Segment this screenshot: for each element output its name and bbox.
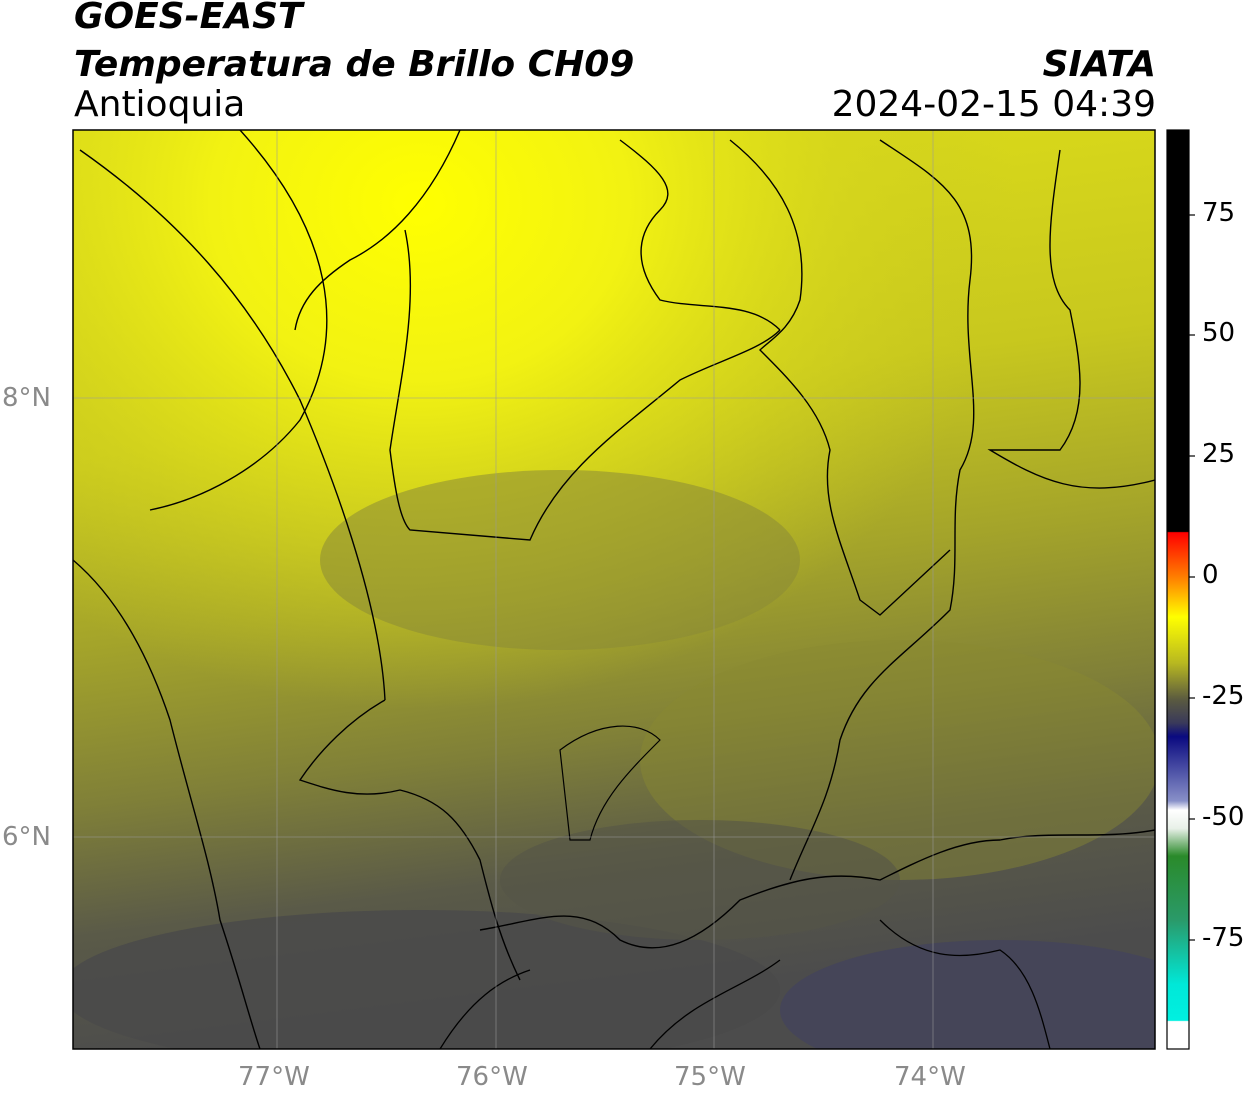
lon-label-75w: 75°W [674,1062,746,1092]
satellite-title: GOES-EAST [74,0,303,37]
region-label: Antioquia [74,84,246,125]
organization-label: SIATA [1042,44,1156,85]
product-title: Temperatura de Brillo CH09 [74,44,635,85]
colorbar [1166,129,1190,1050]
lon-label-77w: 77°W [238,1062,310,1092]
colorbar-label-neg75: -75 [1202,923,1245,953]
lat-label-8n: 8°N [2,383,51,413]
lon-label-74w: 74°W [894,1062,966,1092]
colorbar-label-0: 0 [1202,560,1219,590]
map-frame [72,129,1156,1050]
colorbar-label-25: 25 [1202,439,1236,469]
colorbar-label-neg25: -25 [1202,681,1245,711]
lat-label-6n: 6°N [2,822,51,852]
colorbar-label-50: 50 [1202,318,1236,348]
colorbar-ticks [1189,214,1195,941]
brightness-temperature-field [73,130,1155,1049]
colorbar-label-neg50: -50 [1202,802,1245,832]
lon-label-76w: 76°W [456,1062,528,1092]
colorbar-label-75: 75 [1202,198,1236,228]
timestamp-label: 2024-02-15 04:39 [831,84,1156,125]
